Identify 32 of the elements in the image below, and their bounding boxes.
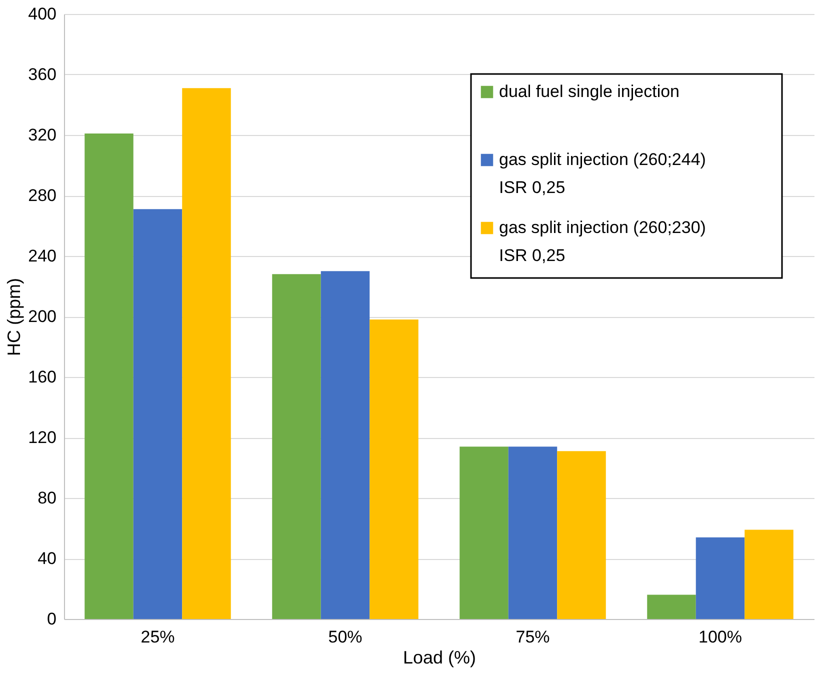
y-tick-label: 0 bbox=[47, 610, 56, 628]
legend-label: dual fuel single injection bbox=[499, 82, 680, 101]
y-tick-label: 320 bbox=[28, 126, 56, 144]
bar bbox=[647, 594, 696, 619]
legend-label: gas split injection (260;244) ISR 0,25 bbox=[499, 150, 706, 197]
x-axis-title: Load (%) bbox=[402, 648, 476, 668]
bar bbox=[744, 530, 794, 619]
x-tick-label: 100% bbox=[698, 628, 742, 646]
legend-label: gas split injection (260;230) ISR 0,25 bbox=[499, 218, 706, 265]
x-tick-label: 25% bbox=[140, 628, 175, 646]
bar bbox=[320, 271, 370, 619]
bar bbox=[182, 88, 231, 619]
bar bbox=[272, 274, 321, 619]
y-tick-label: 200 bbox=[28, 307, 56, 326]
y-tick-label: 80 bbox=[38, 488, 56, 508]
y-axis-title: HC (ppm) bbox=[4, 278, 24, 356]
bar bbox=[460, 446, 508, 619]
y-tick-label: 160 bbox=[28, 368, 56, 386]
bar bbox=[557, 451, 606, 619]
y-tick-label: 280 bbox=[28, 186, 56, 205]
bar bbox=[84, 133, 134, 619]
bar bbox=[696, 537, 745, 619]
x-tick-label: 75% bbox=[516, 628, 550, 646]
x-tick-label: 50% bbox=[328, 628, 362, 646]
y-tick-label: 240 bbox=[28, 246, 56, 266]
bar bbox=[370, 320, 418, 619]
y-tick-label: 400 bbox=[28, 4, 56, 24]
bar bbox=[508, 446, 558, 619]
bar bbox=[133, 209, 182, 619]
y-tick-label: 360 bbox=[28, 65, 56, 84]
y-tick-label: 40 bbox=[38, 549, 56, 568]
y-tick-label: 120 bbox=[28, 428, 56, 447]
